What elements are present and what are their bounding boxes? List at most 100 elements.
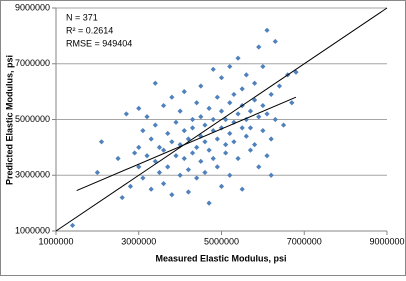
point	[256, 164, 262, 170]
point	[181, 155, 187, 162]
x-tick-label: 7000000	[287, 236, 322, 246]
point	[144, 114, 150, 120]
point	[169, 94, 175, 100]
point	[210, 66, 216, 72]
point	[169, 192, 175, 198]
point	[218, 75, 225, 81]
point	[152, 80, 158, 86]
trend-line	[76, 96, 297, 192]
point	[239, 125, 245, 131]
point	[198, 83, 204, 89]
point	[185, 136, 191, 142]
point	[165, 164, 171, 170]
point	[206, 147, 212, 153]
point	[260, 128, 266, 134]
point	[223, 141, 229, 148]
point	[156, 144, 163, 150]
point	[206, 105, 212, 111]
point	[94, 169, 100, 176]
point	[189, 116, 196, 123]
point	[202, 122, 208, 128]
point	[194, 175, 200, 181]
point	[165, 130, 171, 137]
point	[235, 155, 241, 162]
point	[140, 175, 146, 181]
point	[210, 116, 216, 123]
point	[243, 116, 249, 123]
point	[69, 222, 76, 229]
point	[247, 147, 254, 153]
point	[127, 183, 134, 189]
point	[260, 102, 266, 109]
point	[276, 83, 283, 89]
point	[123, 111, 129, 117]
point	[177, 108, 183, 114]
point	[252, 141, 258, 148]
annotation: R² = 0.2614	[66, 25, 113, 35]
point	[156, 169, 163, 176]
point	[160, 102, 167, 109]
point	[144, 153, 150, 159]
y-tick-label: 3000000	[15, 170, 50, 180]
point	[198, 158, 204, 164]
x-tick-label: 1000000	[38, 236, 73, 246]
point	[214, 94, 220, 100]
point	[177, 172, 183, 178]
point	[256, 44, 262, 50]
point	[264, 111, 270, 117]
trend-line	[55, 7, 388, 232]
point	[148, 186, 154, 192]
y-tick-label: 9000000	[15, 2, 50, 12]
x-tick-label: 3000000	[121, 236, 156, 246]
point	[173, 153, 179, 159]
point	[160, 147, 167, 153]
point	[152, 122, 158, 128]
point	[181, 128, 187, 134]
point	[264, 153, 270, 159]
point	[98, 139, 105, 145]
point	[119, 194, 125, 201]
point	[136, 144, 142, 150]
annotation: RMSE = 949404	[66, 38, 132, 48]
point	[260, 63, 266, 70]
point	[268, 136, 274, 142]
point	[256, 114, 262, 120]
point	[136, 105, 142, 111]
point	[252, 80, 258, 86]
point	[272, 38, 278, 45]
point	[202, 139, 208, 145]
point	[214, 164, 220, 170]
annotation: N = 371	[66, 12, 98, 22]
point	[247, 108, 254, 114]
y-tick-label: 1000000	[15, 225, 50, 235]
point	[132, 150, 138, 156]
y-axis-title: Predicted Elastic Modulus, psi	[4, 55, 14, 185]
point	[189, 125, 196, 131]
point	[140, 128, 146, 134]
point	[169, 139, 175, 145]
y-tick-label: 7000000	[15, 58, 50, 68]
point	[198, 114, 204, 120]
point	[210, 155, 216, 162]
point	[223, 150, 229, 156]
point	[189, 150, 196, 156]
point	[252, 97, 258, 103]
x-tick-label: 5000000	[204, 236, 239, 246]
point	[227, 100, 233, 106]
y-tick-label: 5000000	[15, 114, 50, 124]
point	[272, 116, 278, 123]
point	[235, 111, 241, 117]
point	[115, 155, 121, 162]
point	[194, 144, 200, 150]
point	[264, 27, 270, 33]
point	[289, 100, 295, 106]
point	[227, 172, 233, 178]
point	[231, 91, 237, 98]
point	[173, 119, 179, 125]
point	[185, 167, 191, 173]
point	[185, 189, 191, 195]
point	[268, 91, 274, 98]
point	[214, 136, 220, 142]
point	[243, 133, 249, 139]
